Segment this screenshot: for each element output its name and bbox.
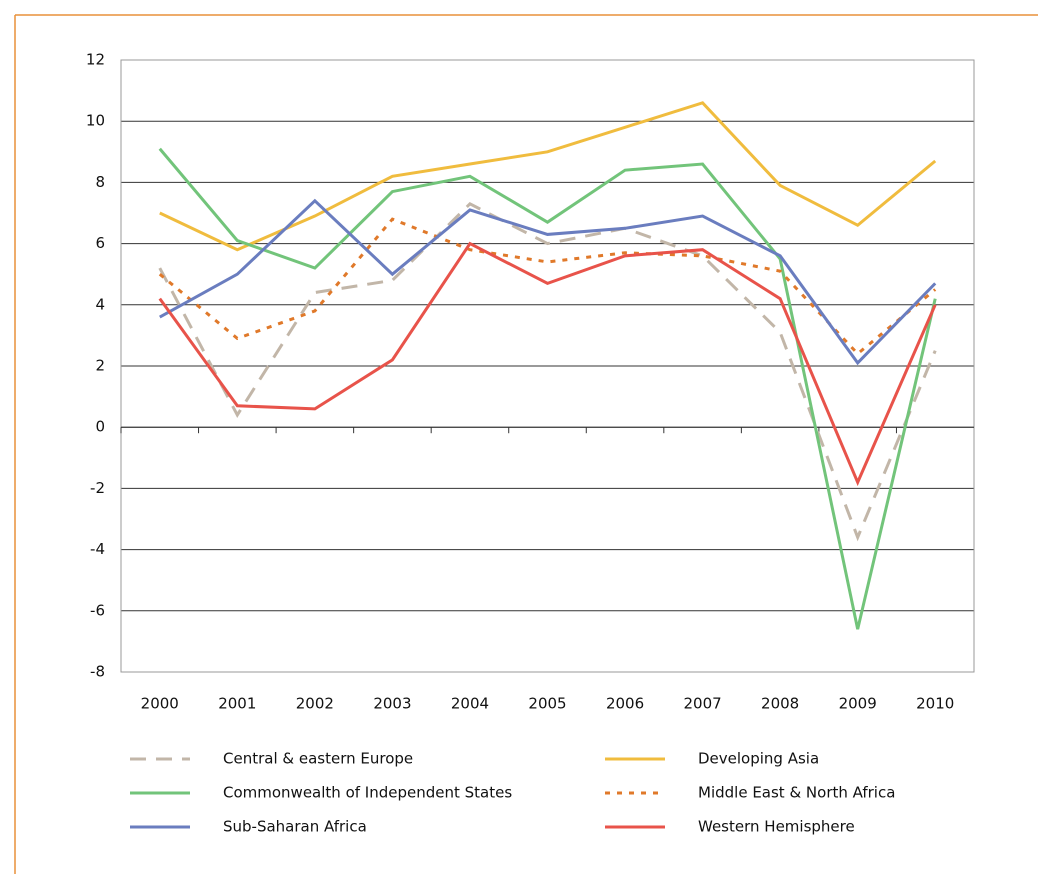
legend-label: Western Hemisphere xyxy=(698,818,855,836)
y-tick-label: 4 xyxy=(95,295,105,313)
legend-label: Central & eastern Europe xyxy=(223,750,413,768)
x-tick-label: 2005 xyxy=(528,695,566,713)
legend-label: Sub-Saharan Africa xyxy=(223,818,367,836)
x-tick-label: 2008 xyxy=(761,695,799,713)
series-line xyxy=(158,147,937,630)
x-tick-label: 2002 xyxy=(296,695,334,713)
y-tick-label: -8 xyxy=(90,663,105,681)
y-tick-label: 0 xyxy=(95,418,105,436)
x-tick-label: 2009 xyxy=(839,695,877,713)
x-tick-label: 2003 xyxy=(373,695,411,713)
legend-label: Developing Asia xyxy=(698,750,819,768)
y-tick-label: -2 xyxy=(90,479,105,497)
series-line xyxy=(159,101,937,252)
plot-border xyxy=(120,59,975,673)
x-tick-label: 2001 xyxy=(218,695,256,713)
x-tick-label: 2007 xyxy=(683,695,721,713)
y-tick-label: -4 xyxy=(90,540,105,558)
y-tick-label: 10 xyxy=(86,112,105,130)
series-line xyxy=(158,201,937,542)
series-line xyxy=(158,241,937,487)
legend-label: Commonwealth of Independent States xyxy=(223,784,512,802)
series-line xyxy=(159,198,937,366)
y-tick-label: -6 xyxy=(90,601,105,619)
y-tick-label: 8 xyxy=(95,173,105,191)
legend-label: Middle East & North Africa xyxy=(698,784,895,802)
x-tick-label: 2010 xyxy=(916,695,954,713)
x-tick-label: 2004 xyxy=(451,695,489,713)
y-tick-label: 6 xyxy=(95,234,105,252)
y-tick-label: 12 xyxy=(86,51,105,69)
x-tick-label: 2006 xyxy=(606,695,644,713)
x-tick-label: 2000 xyxy=(141,695,179,713)
y-tick-label: 2 xyxy=(95,357,105,375)
